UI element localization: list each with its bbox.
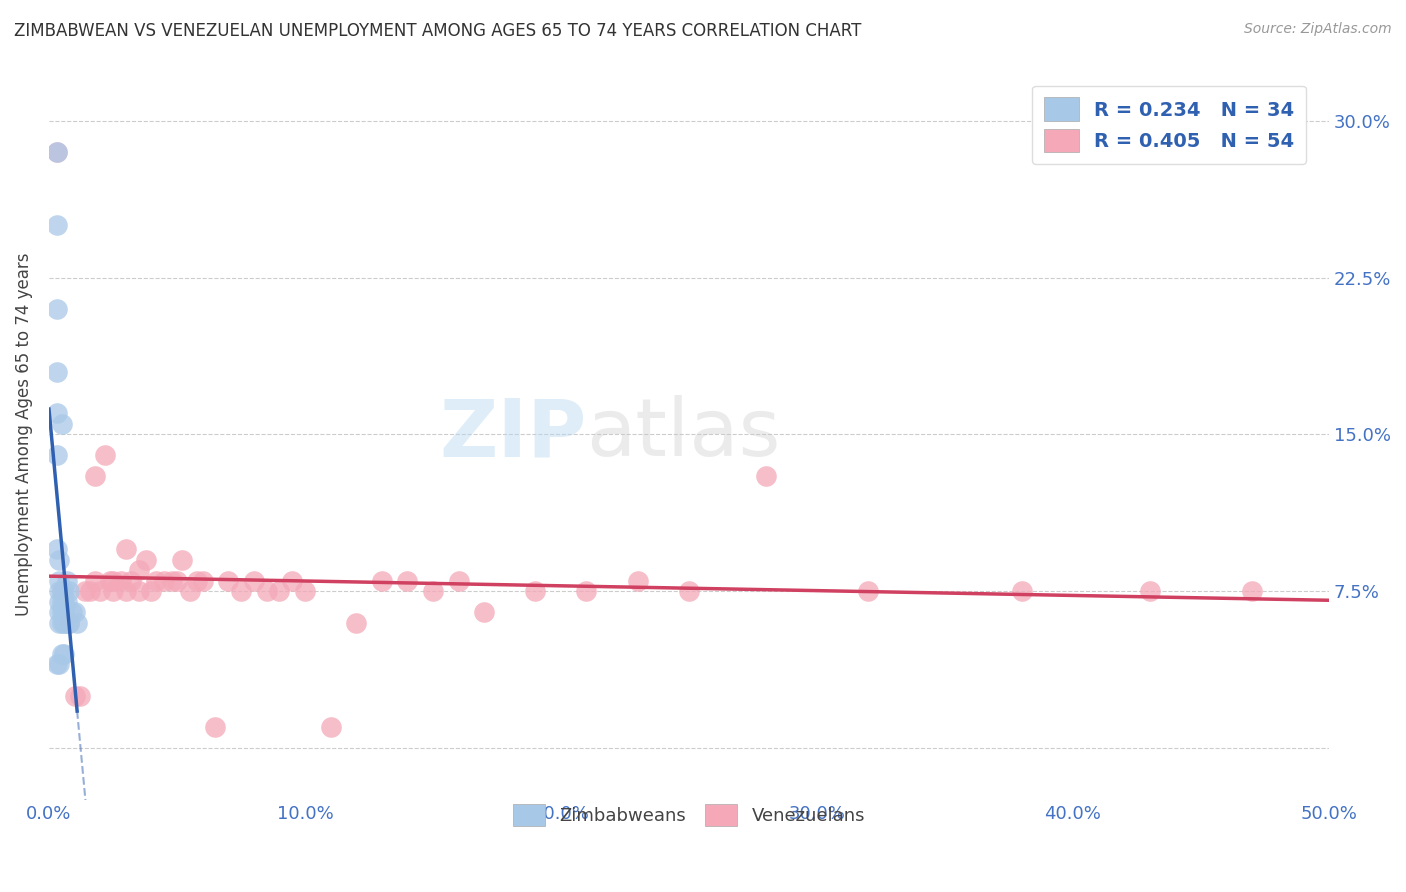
Point [53, 594, 76, 608]
Point [48, 553, 70, 567]
Point [56, 615, 79, 630]
Point [678, 584, 700, 599]
Point [575, 584, 598, 599]
Point [48, 584, 70, 599]
Point [281, 574, 304, 588]
Point [120, 574, 142, 588]
Point [229, 584, 252, 599]
Point [48, 574, 70, 588]
Point [128, 584, 150, 599]
Point [51, 417, 73, 431]
Point [58, 615, 80, 630]
Point [1011, 584, 1033, 599]
Point [145, 574, 167, 588]
Point [53, 584, 76, 599]
Point [89, 584, 111, 599]
Point [370, 574, 392, 588]
Point [344, 615, 367, 630]
Point [84, 469, 107, 483]
Point [856, 584, 879, 599]
Point [396, 574, 419, 588]
Point [319, 720, 342, 734]
Point [1240, 584, 1263, 599]
Point [79, 584, 101, 599]
Point [186, 574, 208, 588]
Point [45, 407, 67, 421]
Point [166, 574, 188, 588]
Point [45, 219, 67, 233]
Point [45, 448, 67, 462]
Point [48, 605, 70, 619]
Point [191, 574, 214, 588]
Point [60, 605, 83, 619]
Point [51, 584, 73, 599]
Point [45, 542, 67, 557]
Text: ZIMBABWEAN VS VENEZUELAN UNEMPLOYMENT AMONG AGES 65 TO 74 YEARS CORRELATION CHAR: ZIMBABWEAN VS VENEZUELAN UNEMPLOYMENT AM… [14, 22, 862, 40]
Point [69, 689, 91, 703]
Point [63, 689, 86, 703]
Point [114, 542, 136, 557]
Point [294, 584, 316, 599]
Point [256, 584, 278, 599]
Legend: Zimbabweans, Venezuelans: Zimbabweans, Venezuelans [503, 795, 875, 835]
Point [51, 647, 73, 661]
Point [101, 574, 124, 588]
Point [66, 615, 89, 630]
Point [51, 594, 73, 608]
Point [269, 584, 291, 599]
Point [110, 574, 132, 588]
Point [1139, 584, 1161, 599]
Point [51, 615, 73, 630]
Point [45, 145, 67, 160]
Point [160, 574, 183, 588]
Point [153, 574, 176, 588]
Point [179, 584, 201, 599]
Point [51, 605, 73, 619]
Point [48, 657, 70, 672]
Point [45, 301, 67, 316]
Point [170, 553, 193, 567]
Point [100, 574, 122, 588]
Point [422, 584, 444, 599]
Text: ZIP: ZIP [439, 395, 586, 474]
Point [217, 574, 239, 588]
Point [53, 615, 76, 630]
Point [56, 574, 79, 588]
Point [101, 584, 124, 599]
Point [58, 615, 80, 630]
Y-axis label: Unemployment Among Ages 65 to 74 years: Unemployment Among Ages 65 to 74 years [15, 252, 32, 616]
Point [94, 448, 117, 462]
Point [242, 574, 264, 588]
Point [84, 574, 107, 588]
Point [58, 584, 80, 599]
Point [45, 145, 67, 160]
Point [524, 584, 547, 599]
Point [204, 720, 226, 734]
Text: Source: ZipAtlas.com: Source: ZipAtlas.com [1244, 22, 1392, 37]
Point [51, 584, 73, 599]
Point [128, 563, 150, 577]
Point [45, 365, 67, 379]
Point [627, 574, 650, 588]
Point [114, 584, 136, 599]
Text: atlas: atlas [586, 395, 780, 474]
Point [447, 574, 470, 588]
Point [472, 605, 495, 619]
Point [53, 605, 76, 619]
Point [48, 594, 70, 608]
Point [53, 647, 76, 661]
Point [73, 584, 96, 599]
Point [755, 469, 778, 483]
Point [56, 594, 79, 608]
Point [141, 584, 163, 599]
Point [48, 615, 70, 630]
Point [45, 657, 67, 672]
Point [63, 605, 86, 619]
Point [135, 553, 157, 567]
